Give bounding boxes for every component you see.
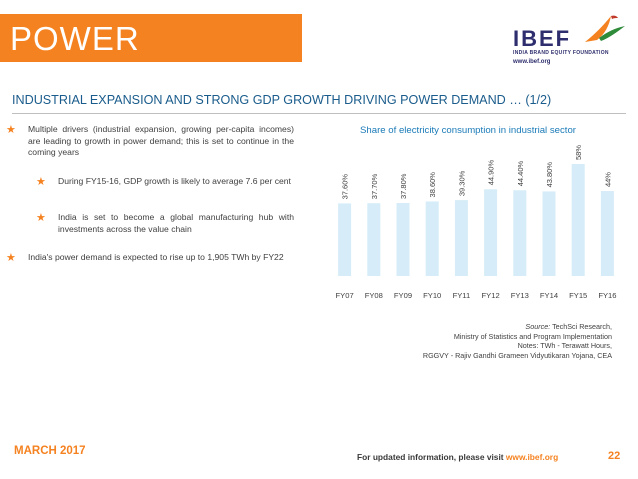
chart-data-label: 58% <box>574 145 583 160</box>
source-line-4: RGGVY - Rajiv Gandhi Grameen Vidyutikara… <box>422 350 612 360</box>
logo-tagline: INDIA BRAND EQUITY FOUNDATION <box>513 50 609 56</box>
bullet-text: India's power demand is expected to rise… <box>28 252 284 262</box>
chart-x-tick-label: FY08 <box>365 291 383 300</box>
chart-bar-fy07 <box>338 203 352 276</box>
chart-data-label: 38.60% <box>428 172 437 198</box>
chart-bar-fy12 <box>484 189 498 276</box>
source-line-3: Notes: TWh - Terawatt Hours, <box>517 341 612 350</box>
source-note: Source: TechSci Research, Ministry of St… <box>360 322 612 360</box>
bullet-item: ★ India is set to become a global manufa… <box>36 212 294 235</box>
star-bullet-icon: ★ <box>6 252 16 264</box>
chart-x-tick-label: FY12 <box>482 291 500 300</box>
ibef-logo[interactable]: IBEF INDIA BRAND EQUITY FOUNDATION www.i… <box>505 12 630 68</box>
divider <box>12 113 626 114</box>
bird-logo-icon <box>585 15 625 42</box>
chart-bar-fy09 <box>396 203 410 276</box>
chart-x-tick-label: FY09 <box>394 291 412 300</box>
chart-data-label: 44.90% <box>487 160 496 186</box>
title-box: POWER <box>0 14 302 62</box>
chart-x-tick-label: FY15 <box>569 291 587 300</box>
chart-bar-fy15 <box>571 164 585 276</box>
source-line-2: Ministry of Statistics and Program Imple… <box>453 331 612 341</box>
chart-data-label: 44% <box>603 172 612 187</box>
bullet-text: Multiple drivers (industrial expansion, … <box>28 124 294 157</box>
footer-link[interactable]: www.ibef.org <box>505 452 559 462</box>
chart-data-label: 37.80% <box>399 173 408 199</box>
chart-bar-fy10 <box>425 201 439 276</box>
chart-bar-fy08 <box>367 203 381 276</box>
bullet-item: ★ Multiple drivers (industrial expansion… <box>6 124 294 159</box>
chart-bar-fy16 <box>600 191 614 276</box>
chart-bar-fy11 <box>454 200 468 276</box>
slide-subtitle: INDUSTRIAL EXPANSION AND STRONG GDP GROW… <box>12 93 552 107</box>
logo-wordmark: IBEF <box>513 26 572 51</box>
chart-data-label: 37.60% <box>341 174 350 200</box>
bullet-item: ★ India's power demand is expected to ri… <box>6 252 294 264</box>
chart-data-label: 37.70% <box>370 173 379 199</box>
chart-data-label: 39.30% <box>457 170 466 196</box>
chart-x-tick-label: FY14 <box>540 291 558 300</box>
chart-data-label: 44.40% <box>516 160 525 186</box>
chart-x-tick-label: FY11 <box>453 291 471 300</box>
chart-bar-fy13 <box>513 190 527 276</box>
page-title: POWER <box>10 20 140 57</box>
bullet-text: India is set to become a global manufact… <box>58 212 294 234</box>
footer-date: MARCH 2017 <box>14 445 86 457</box>
chart-x-tick-label: FY07 <box>336 291 354 300</box>
chart-bar-fy14 <box>542 191 556 276</box>
chart-x-tick-label: FY10 <box>423 291 441 300</box>
bullet-text: During FY15-16, GDP growth is likely to … <box>58 176 291 186</box>
star-bullet-icon: ★ <box>36 176 46 188</box>
source-label: Source: <box>525 322 551 331</box>
bar-chart: 37.60% FY07 37.70% FY08 37.80% FY09 38.60% FY10… <box>336 145 617 300</box>
bullet-item: ★ During FY15-16, GDP growth is likely t… <box>36 176 294 188</box>
chart-x-tick-label: FY16 <box>598 291 616 300</box>
chart-x-tick-label: FY13 <box>511 291 529 300</box>
footer-info-text: For updated information, please visit <box>357 452 506 462</box>
star-bullet-icon: ★ <box>6 124 16 136</box>
star-bullet-icon: ★ <box>36 212 46 224</box>
logo-url[interactable]: www.ibef.org <box>513 59 551 65</box>
page-number: 22 <box>608 450 621 462</box>
footer-info: For updated information, please visit ww… <box>357 452 558 462</box>
chart-title: Share of electricity consumption in indu… <box>360 125 576 136</box>
source-line-1: TechSci Research, <box>550 322 612 331</box>
chart-data-label: 43.80% <box>545 162 554 188</box>
